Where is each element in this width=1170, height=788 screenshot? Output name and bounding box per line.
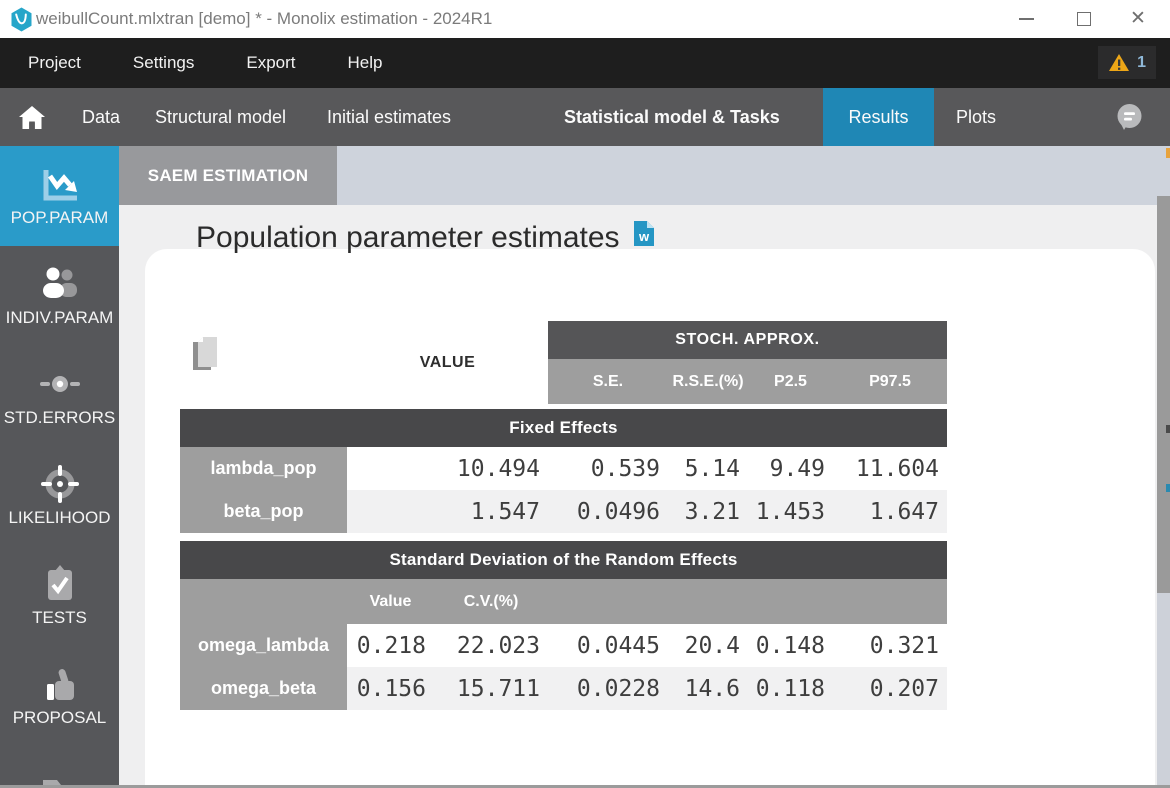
warning-triangle-icon xyxy=(1109,54,1130,71)
sidebar-item-tests[interactable]: TESTS xyxy=(0,546,119,646)
subheader-spacer xyxy=(180,579,347,624)
home-icon[interactable] xyxy=(18,88,46,146)
cell-p25: 0.148 xyxy=(748,624,833,667)
cell-value: 0.156 xyxy=(347,667,434,710)
menu-help[interactable]: Help xyxy=(347,53,383,72)
monolix-app-icon xyxy=(10,7,33,37)
sidebar-item-files[interactable] xyxy=(0,746,119,788)
scrollbar-warning-mark xyxy=(1166,148,1170,158)
cell-p25: 9.49 xyxy=(748,447,833,490)
cell-se: 0.539 xyxy=(548,447,668,490)
cell-value: 1.547 xyxy=(347,490,548,533)
sidebar-item-indiv-param[interactable]: INDIV.PARAM xyxy=(0,246,119,346)
tab-structural-model[interactable]: Structural model xyxy=(155,106,287,127)
col-header-value: Value xyxy=(347,579,434,624)
svg-text:w: w xyxy=(638,229,650,244)
menu-settings[interactable]: Settings xyxy=(132,53,195,72)
warning-count: 1 xyxy=(1137,53,1146,71)
menu-bar: Project Settings Export Help 1 xyxy=(0,38,1170,88)
tab-initial-estimates[interactable]: Initial estimates xyxy=(327,106,452,127)
population-parameter-table: VALUE STOCH. APPROX. S.E. R.S.E.(%) P2.5… xyxy=(180,321,947,710)
scrollbar-dark-mark xyxy=(1166,425,1170,433)
cell-value: 0.218 xyxy=(347,624,434,667)
col-header-p975: P97.5 xyxy=(833,359,947,404)
vertical-scrollbar-thumb[interactable] xyxy=(1157,196,1170,593)
sidebar-item-pop-param[interactable]: POP.PARAM xyxy=(0,146,119,246)
copy-table-icon[interactable] xyxy=(190,334,220,379)
menu-project[interactable]: Project xyxy=(28,53,81,72)
tab-plots[interactable]: Plots xyxy=(956,106,997,127)
cell-cv: 22.023 xyxy=(434,624,548,667)
clipboard-check-icon xyxy=(41,562,79,606)
tab-data[interactable]: Data xyxy=(82,106,121,127)
row-label-beta-pop: beta_pop xyxy=(180,490,347,533)
cell-se: 0.0445 xyxy=(548,624,668,667)
trend-chart-icon xyxy=(37,162,83,206)
table-corner: VALUE xyxy=(180,321,548,404)
cell-rse: 3.21 xyxy=(668,490,748,533)
stoch-approx-header: STOCH. APPROX. xyxy=(548,321,947,359)
section-gap xyxy=(180,533,947,541)
col-header-se: S.E. xyxy=(548,359,668,404)
cell-se: 0.0228 xyxy=(548,667,668,710)
window-bottom-border xyxy=(0,785,1170,788)
fixed-effects-section-header: Fixed Effects xyxy=(180,409,947,447)
menu-export[interactable]: Export xyxy=(246,53,296,72)
col-header-rse: R.S.E.(%) xyxy=(668,359,748,404)
col-header-p25: P2.5 xyxy=(748,359,833,404)
minimize-button[interactable] xyxy=(1019,18,1034,20)
tab-statistical-model-tasks[interactable]: Statistical model & Tasks xyxy=(564,106,780,127)
cell-p975: 0.207 xyxy=(833,667,947,710)
node-link-icon xyxy=(38,362,82,406)
crosshair-target-icon xyxy=(39,462,81,506)
scrollbar-teal-mark xyxy=(1166,484,1170,492)
row-label-omega-beta: omega_beta xyxy=(180,667,347,710)
page-title: Population parameter estimates xyxy=(196,220,620,254)
window-title: weibullCount.mlxtran [demo] * - Monolix … xyxy=(36,9,493,28)
results-sidebar: POP.PARAM INDIV.PARAM xyxy=(0,146,119,788)
word-export-icon[interactable]: w xyxy=(633,220,655,255)
nav-tab-bar: Data Structural model Initial estimates … xyxy=(0,88,1170,146)
cell-rse: 14.6 xyxy=(668,667,748,710)
maximize-button[interactable] xyxy=(1077,12,1091,26)
cell-p25: 0.118 xyxy=(748,667,833,710)
cell-rse: 20.4 xyxy=(668,624,748,667)
people-icon xyxy=(38,262,82,306)
cell-p975: 11.604 xyxy=(833,447,947,490)
row-label-lambda-pop: lambda_pop xyxy=(180,447,347,490)
close-button[interactable]: ✕ xyxy=(1130,8,1146,29)
sidebar-item-proposal[interactable]: PROPOSAL xyxy=(0,646,119,746)
tab-results[interactable]: Results xyxy=(823,88,934,146)
comments-icon[interactable] xyxy=(1116,88,1143,146)
random-effects-section-header: Standard Deviation of the Random Effects xyxy=(180,541,947,579)
row-label-omega-lambda: omega_lambda xyxy=(180,624,347,667)
cell-rse: 5.14 xyxy=(668,447,748,490)
cell-p25: 1.453 xyxy=(748,490,833,533)
saem-estimation-tab[interactable]: SAEM ESTIMATION xyxy=(119,146,337,205)
warning-badge[interactable]: 1 xyxy=(1098,46,1156,79)
col-header-cv: C.V.(%) xyxy=(434,579,548,624)
cell-p975: 0.321 xyxy=(833,624,947,667)
value-column-header: VALUE xyxy=(419,353,476,371)
title-bar: weibullCount.mlxtran [demo] * - Monolix … xyxy=(0,0,1170,38)
cell-cv: 15.711 xyxy=(434,667,548,710)
page-title-row: Population parameter estimates w xyxy=(196,220,655,255)
sidebar-item-std-errors[interactable]: STD.ERRORS xyxy=(0,346,119,446)
cell-p975: 1.647 xyxy=(833,490,947,533)
cell-se: 0.0496 xyxy=(548,490,668,533)
thumbs-up-icon xyxy=(40,662,80,706)
subheader-spacer xyxy=(548,579,947,624)
cell-value: 10.494 xyxy=(347,447,548,490)
sidebar-item-likelihood[interactable]: LIKELIHOOD xyxy=(0,446,119,546)
